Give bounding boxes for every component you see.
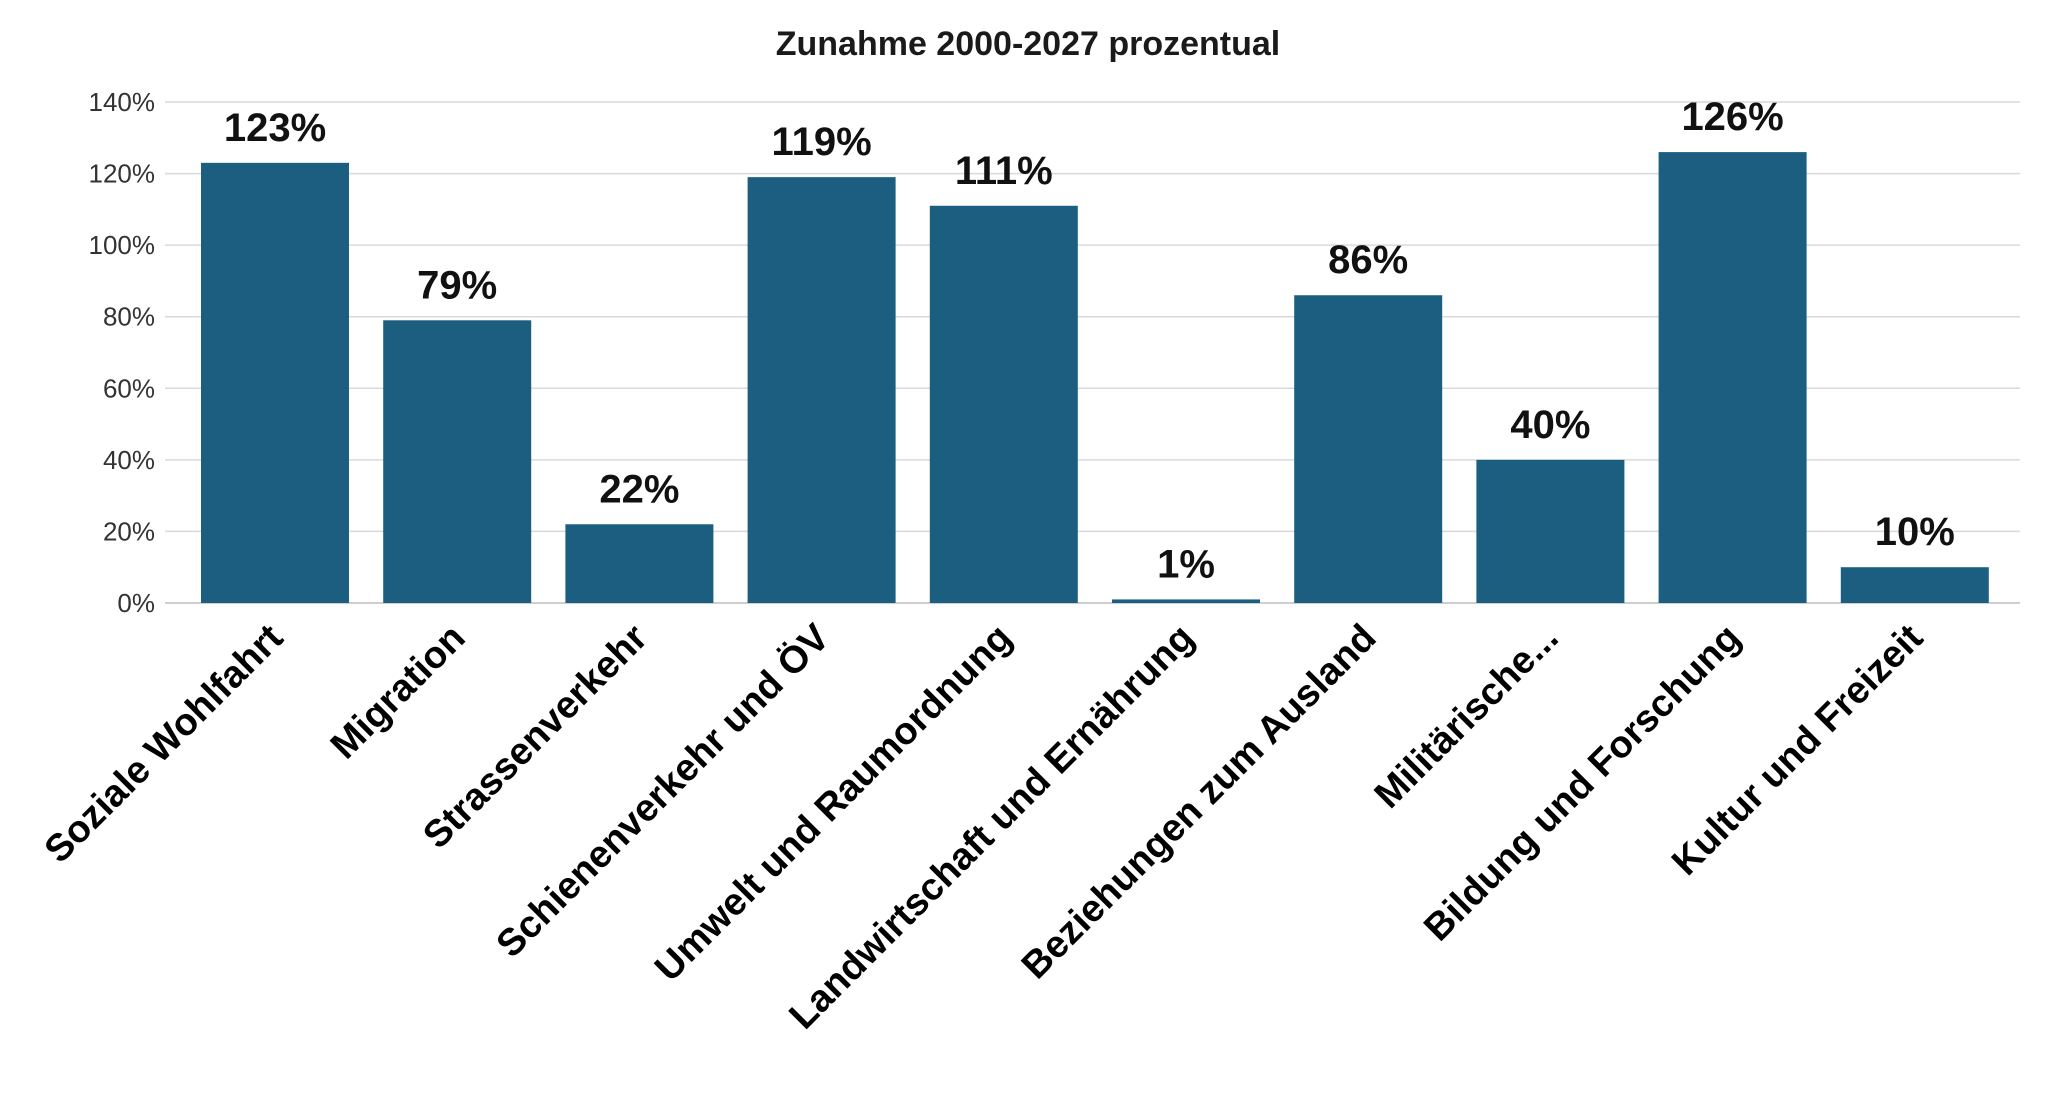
data-label: 22%: [599, 467, 679, 511]
y-axis-ticks: 0% 20% 40% 60% 80% 100% 120% 140%: [89, 87, 156, 618]
bar: [747, 177, 896, 603]
y-tick-label: 60%: [103, 373, 155, 403]
bar: [1658, 152, 1807, 603]
x-tick-label: Migration: [323, 617, 474, 768]
data-label: 119%: [772, 120, 872, 164]
x-tick-label: Landwirtschaft und Ernährung: [782, 617, 1203, 1038]
x-tick-label: Schienenverkehr und ÖV: [488, 615, 838, 965]
y-tick-label: 0%: [117, 588, 155, 618]
bar: [929, 205, 1078, 603]
y-tick-label: 120%: [89, 159, 156, 189]
bars: [201, 152, 1989, 604]
chart-title: Zunahme 2000-2027 prozentual: [776, 25, 1281, 63]
x-tick-label: Umwelt und Raumordnung: [647, 617, 1020, 990]
x-tick-label: Soziale Wohlfahrt: [37, 616, 292, 871]
bar: [1476, 459, 1625, 603]
bar: [565, 524, 714, 603]
bar: [1840, 567, 1989, 603]
x-tick-label: Beziehungen zum Ausland: [1014, 617, 1385, 988]
data-label: 40%: [1510, 403, 1590, 447]
y-tick-label: 20%: [103, 516, 155, 546]
data-label: 126%: [1681, 95, 1783, 139]
y-tick-label: 140%: [89, 87, 156, 117]
bar: [1294, 295, 1443, 603]
x-tick-label: Militärische...: [1367, 617, 1567, 817]
data-label: 10%: [1875, 510, 1955, 554]
data-label: 123%: [224, 106, 326, 150]
x-axis-ticks: Soziale Wohlfahrt MigrationStrassenverkeh…: [37, 615, 1932, 1037]
y-tick-label: 80%: [103, 302, 155, 332]
data-label: 1%: [1157, 542, 1215, 586]
data-label: 79%: [417, 263, 497, 307]
x-tick-label: Bildung und Forschung: [1416, 617, 1749, 950]
bar: [1112, 599, 1260, 603]
y-tick-label: 40%: [103, 445, 155, 475]
bar: [201, 162, 349, 604]
data-labels: 123% 79% 22% 119% 111% 1% 86% 40% 126% 10%: [224, 95, 1955, 586]
data-label: 111%: [955, 149, 1053, 193]
bar: [383, 320, 532, 603]
data-label: 86%: [1328, 238, 1408, 282]
y-tick-label: 100%: [89, 230, 156, 260]
